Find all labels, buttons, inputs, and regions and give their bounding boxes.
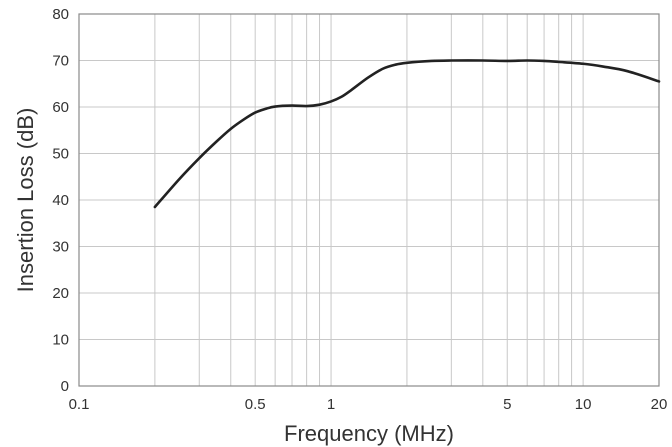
x-tick-label: 5 [503,396,511,413]
y-tick-label: 40 [52,192,69,209]
y-axis-title: Insertion Loss (dB) [13,108,38,293]
y-tick-label: 60 [52,99,69,116]
x-tick-label: 20 [651,396,668,413]
y-tick-label: 70 [52,53,69,70]
x-tick-labels: 0.1 0.5 1 5 10 20 [69,396,668,413]
x-axis-title: Frequency (MHz) [284,421,454,446]
y-tick-label: 10 [52,332,69,349]
y-tick-label: 0 [61,378,69,395]
x-tick-label: 0.1 [69,396,90,413]
x-tick-label: 10 [575,396,592,413]
y-tick-label: 80 [52,6,69,23]
x-tick-label: 1 [327,396,335,413]
y-tick-label: 30 [52,239,69,256]
y-tick-label: 50 [52,146,69,163]
y-tick-label: 20 [52,285,69,302]
y-tick-labels: 0 10 20 30 40 50 60 70 80 [52,6,69,395]
x-tick-label: 0.5 [245,396,266,413]
